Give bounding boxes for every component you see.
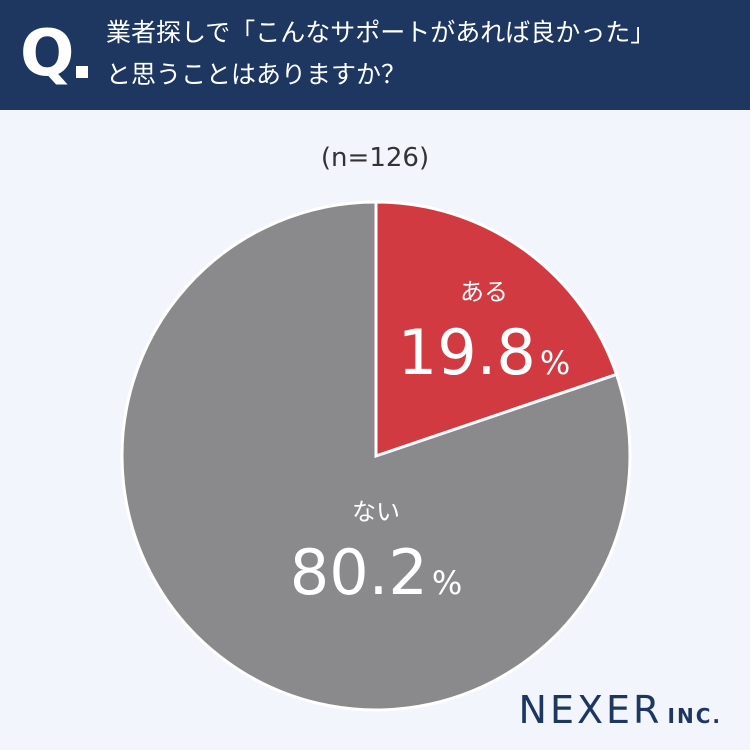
slice-label-aru: ある (460, 278, 508, 306)
question-line-2: と思うことはありますか？ (106, 60, 407, 89)
nexer-logo: NEXER INC. (519, 688, 722, 732)
logo-sub: INC. (667, 704, 722, 728)
question-line-1: 業者探しで「こんなサポートがあれば良かった」 (106, 18, 656, 47)
logo-main: NEXER (518, 688, 663, 732)
slice-value-nai: 80.2% (290, 536, 462, 609)
slice-label-nai: ない (352, 498, 400, 526)
question-header: Q 業者探しで「こんなサポートがあれば良かった」 と思うことはありますか？ (0, 0, 750, 110)
q-mark: Q (20, 17, 75, 91)
pie-slice-1 (120, 200, 632, 712)
sample-size: (n=126) (320, 143, 430, 173)
pie-slice-0 (374, 200, 619, 459)
q-dot-icon (76, 66, 88, 78)
slice-value-aru: 19.8% (398, 316, 570, 389)
